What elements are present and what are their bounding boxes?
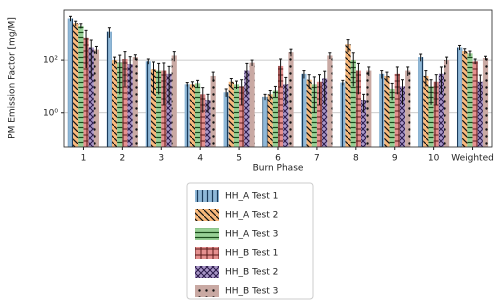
bar-hatch bbox=[189, 84, 195, 147]
bar-hatch bbox=[184, 84, 190, 147]
bar-hatch bbox=[288, 52, 294, 147]
bar-hatch bbox=[467, 53, 473, 147]
bar-hatch bbox=[278, 65, 284, 147]
bar-hatch bbox=[482, 58, 489, 147]
bar-hatch bbox=[205, 100, 211, 147]
bar-hatch bbox=[384, 75, 390, 147]
bar-hatch bbox=[83, 37, 89, 147]
bar-hatch bbox=[127, 64, 133, 147]
bar-hatch bbox=[340, 82, 346, 147]
bar-hatch bbox=[389, 88, 395, 147]
legend-hatch bbox=[195, 266, 219, 278]
bar-hatch bbox=[379, 73, 385, 147]
legend-hatch bbox=[195, 247, 219, 259]
bar-hatch bbox=[106, 31, 112, 147]
bar-hatch bbox=[122, 59, 128, 147]
bar-hatch bbox=[472, 61, 478, 147]
bar-hatch bbox=[78, 25, 84, 147]
bar-hatch bbox=[239, 86, 245, 147]
bar-hatch bbox=[150, 69, 157, 147]
bar-hatch bbox=[345, 44, 351, 147]
bar-hatch bbox=[171, 55, 177, 147]
x-tick-label: 1 bbox=[81, 154, 87, 164]
bar-hatch bbox=[272, 90, 278, 147]
bar-hatch bbox=[350, 60, 356, 147]
bar-hatch bbox=[316, 81, 323, 147]
bar-hatch bbox=[244, 70, 250, 147]
bar-hatch bbox=[456, 47, 463, 148]
bar-hatch bbox=[161, 70, 167, 147]
bar-hatch bbox=[88, 47, 94, 148]
bar-hatch bbox=[73, 23, 79, 147]
legend-label: HH_A Test 3 bbox=[225, 230, 278, 240]
bar-hatch bbox=[132, 57, 138, 147]
bar-hatch bbox=[438, 73, 445, 147]
legend-label: HH_A Test 2 bbox=[225, 211, 278, 221]
x-tick-label: 5 bbox=[236, 154, 242, 164]
legend-label: HH_B Test 1 bbox=[225, 249, 278, 259]
bar-hatch bbox=[301, 73, 307, 147]
bar-hatch bbox=[111, 60, 118, 147]
bar-hatch bbox=[145, 61, 151, 147]
bar-hatch bbox=[223, 92, 229, 147]
legend-label: HH_A Test 1 bbox=[225, 192, 278, 202]
bar-hatch bbox=[166, 73, 172, 147]
bar-hatch bbox=[194, 83, 201, 147]
legend-hatch bbox=[195, 190, 219, 202]
bar-hatch bbox=[210, 75, 216, 147]
bar-hatch bbox=[477, 81, 483, 147]
bar-hatch bbox=[67, 18, 74, 147]
legend-label: HH_B Test 3 bbox=[225, 287, 278, 297]
bar-hatch bbox=[355, 70, 362, 147]
x-tick-label: 2 bbox=[119, 154, 125, 164]
bar-hatch bbox=[93, 49, 100, 147]
x-tick-label: 7 bbox=[314, 154, 320, 164]
bar-hatch bbox=[233, 84, 240, 147]
bar-hatch bbox=[228, 81, 234, 147]
legend-hatch bbox=[195, 209, 219, 221]
bar-hatch bbox=[249, 62, 255, 148]
bar-hatch bbox=[156, 70, 162, 147]
bar-hatch bbox=[327, 55, 333, 147]
bar-hatch bbox=[433, 81, 439, 147]
x-tick-label: 6 bbox=[275, 154, 281, 164]
x-tick-label: 10 bbox=[428, 154, 440, 164]
y-tick-label: 10² bbox=[43, 56, 58, 66]
bar-hatch bbox=[311, 84, 317, 147]
bar-hatch bbox=[399, 86, 406, 147]
bar-hatch bbox=[262, 96, 268, 147]
bar-hatch bbox=[462, 51, 468, 147]
y-tick-label: 10⁰ bbox=[43, 108, 58, 118]
bar-hatch bbox=[306, 79, 312, 147]
x-tick-label: 9 bbox=[392, 154, 398, 164]
bar-hatch bbox=[394, 73, 400, 147]
bar-hatch bbox=[423, 75, 429, 147]
legend-label: HH_B Test 2 bbox=[225, 268, 278, 278]
bar-hatch bbox=[283, 84, 289, 147]
bar-hatch bbox=[366, 70, 372, 147]
x-axis-label: Burn Phase bbox=[253, 164, 304, 174]
bar-hatch bbox=[428, 86, 434, 147]
bar-hatch bbox=[322, 78, 328, 147]
legend-hatch bbox=[195, 285, 219, 297]
legend-hatch bbox=[195, 228, 219, 240]
x-tick-label: Weighted bbox=[451, 154, 494, 164]
plot-frame bbox=[63, 9, 493, 148]
x-tick-label: 3 bbox=[158, 154, 164, 164]
y-axis-label: PM Emission Factor [mg/M] bbox=[8, 17, 18, 139]
x-tick-label: 4 bbox=[197, 154, 203, 164]
x-tick-label: 8 bbox=[353, 154, 359, 164]
bar-hatch bbox=[267, 94, 273, 147]
bar-hatch bbox=[418, 57, 424, 147]
bar-hatch bbox=[405, 70, 411, 147]
bar-hatch bbox=[361, 100, 367, 147]
bar-hatch bbox=[117, 62, 123, 148]
bar-hatch bbox=[444, 60, 450, 147]
bar-hatch bbox=[200, 94, 206, 147]
